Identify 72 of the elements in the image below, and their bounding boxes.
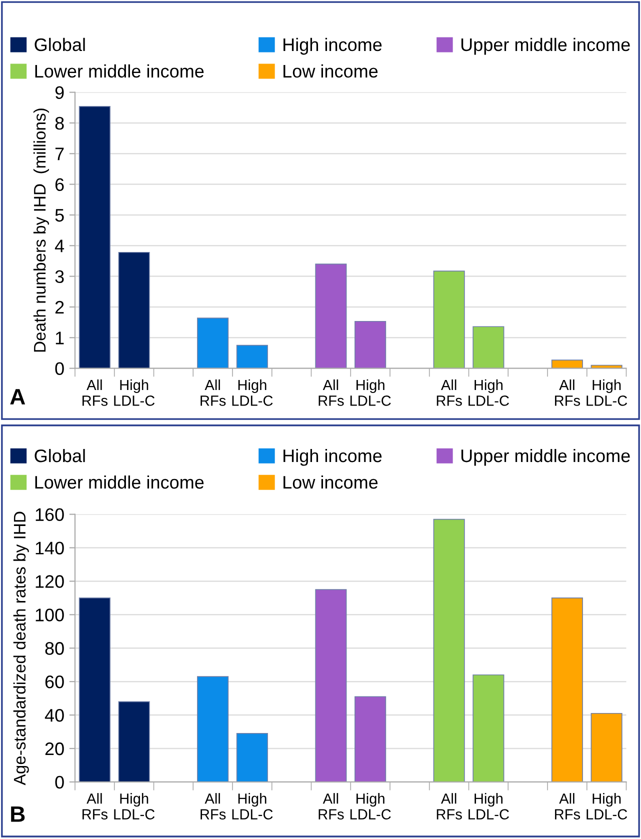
x-tick-label: All RFs <box>200 793 226 820</box>
x-tick-label: High LDL-C <box>114 793 155 820</box>
legend-label: Lower middle income <box>35 475 204 489</box>
y-tick-label: 7 <box>55 148 64 160</box>
bar <box>118 252 150 368</box>
legend-label: Global <box>34 448 85 462</box>
y-tick-label: 6 <box>55 178 64 192</box>
bar <box>197 676 229 782</box>
legend-label: High income <box>284 38 382 55</box>
text: B <box>11 806 25 822</box>
bar <box>354 696 386 782</box>
y-tick-label: 40 <box>44 708 64 722</box>
bar <box>197 318 229 368</box>
bar <box>118 701 150 782</box>
y-tick-label: 1 <box>56 332 64 344</box>
x-tick-label: All RFs <box>82 379 108 406</box>
x-tick-label: All RFs <box>318 793 344 820</box>
y-tick-label: 9 <box>55 86 64 100</box>
y-tick-label: 20 <box>45 742 64 756</box>
bar <box>551 598 583 782</box>
x-tick-label: High LDL-C <box>586 379 628 406</box>
y-tick-label: 100 <box>36 608 64 622</box>
legend-label: Low income <box>284 64 378 78</box>
y-tick-label: 140 <box>36 542 64 554</box>
bar <box>78 598 110 782</box>
y-axis-title: Death numbers by IHD (millions) <box>33 108 49 352</box>
x-tick-label: High LDL-C <box>586 793 628 820</box>
x-tick-label: All RFs <box>82 793 108 820</box>
bar <box>433 270 465 368</box>
y-tick-label: 0 <box>55 362 64 376</box>
x-tick-label: All RFs <box>318 379 344 406</box>
legend-label: Lower middle income <box>35 64 204 78</box>
bar <box>472 326 504 368</box>
y-tick-label: 160 <box>36 508 64 522</box>
x-tick-label: High LDL-C <box>350 793 391 820</box>
bar <box>78 106 110 368</box>
x-tick-label: High LDL-C <box>232 793 273 820</box>
legend-label: Global <box>34 38 85 52</box>
y-tick-label: 2 <box>55 300 64 314</box>
bar <box>590 712 622 782</box>
bar <box>315 589 347 782</box>
legend-label: High income <box>284 448 382 466</box>
y-tick-label: 120 <box>36 575 64 588</box>
bar <box>236 344 268 368</box>
bar <box>433 518 465 782</box>
y-tick-label: 80 <box>45 642 64 655</box>
x-tick-label: All RFs <box>436 793 462 820</box>
x-tick-label: All RFs <box>436 379 462 406</box>
y-tick-label: 3 <box>55 270 64 284</box>
bar <box>354 320 386 368</box>
x-tick-label: All RFs <box>200 379 226 406</box>
y-tick-label: 5 <box>55 209 64 222</box>
legend-label: Upper middle income <box>461 448 630 466</box>
y-tick-label: 0 <box>55 776 64 789</box>
x-tick-label: High LDL-C <box>468 379 509 406</box>
x-tick-label: All RFs <box>555 379 580 406</box>
y-axis-title: Age-standardized death rates by IHD <box>13 512 29 786</box>
y-tick-label: 4 <box>54 240 64 252</box>
bar <box>551 360 583 368</box>
y-tick-label: 60 <box>45 676 64 688</box>
x-tick-label: High LDL-C <box>350 379 391 406</box>
y-tick-label: 8 <box>55 116 64 130</box>
bar <box>236 733 268 782</box>
bar <box>472 674 504 782</box>
x-tick-label: High LDL-C <box>114 379 155 406</box>
x-tick-label: High LDL-C <box>232 379 273 406</box>
legend-label: Upper middle income <box>461 38 630 55</box>
legend-label: Low income <box>284 475 378 489</box>
bar <box>315 264 347 368</box>
x-tick-label: High LDL-C <box>468 793 509 820</box>
text: A <box>10 389 26 404</box>
x-tick-label: All RFs <box>555 793 580 820</box>
